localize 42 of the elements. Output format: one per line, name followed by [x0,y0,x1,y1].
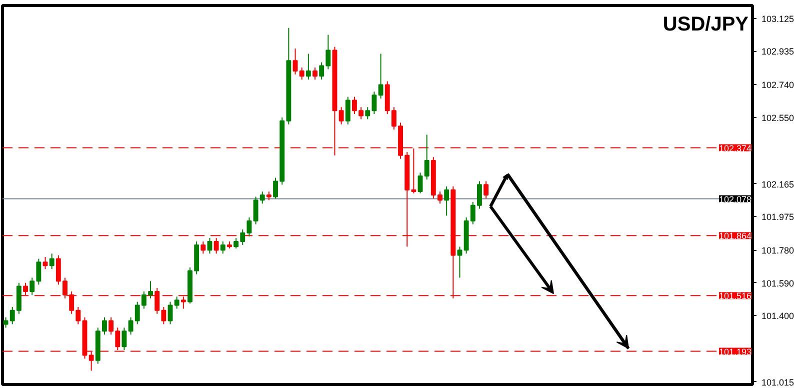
y-tick-label: 102.165 [762,179,794,190]
chart-title: USD/JPY [662,14,750,36]
candlestick [122,327,127,351]
y-tick-label: 103.125 [762,14,794,24]
ref-line-label: 102.374 [718,143,752,154]
y-tick-label: 102.550 [762,112,794,123]
candlestick [200,241,206,254]
candlestick [312,67,318,80]
candlestick [345,96,350,125]
ref-line-label: 101.516 [718,291,752,302]
y-tick-label: 101.400 [762,311,794,322]
candlestick [457,246,462,278]
candlestick [299,67,304,80]
candlestick [411,148,416,194]
candlestick [207,238,212,254]
y-tick-label: 101.015 [762,377,794,388]
candlestick [424,134,430,180]
candlestick [49,253,54,270]
ref-line-label: 102.078 [718,194,752,204]
y-tick-label: 101.975 [762,212,794,222]
candlestick [306,53,311,80]
candlestick [338,106,344,125]
candlestick [378,53,384,100]
ref-line-label: 101.864 [718,231,752,242]
candlestick [438,191,442,204]
candlestick [418,172,423,194]
candlestick [76,306,81,325]
y-tick-label: 102.740 [762,80,794,90]
candlestick [168,301,173,325]
candlestick [30,277,35,296]
ref-line-label: 101.193 [718,346,752,357]
candlestick [174,296,180,310]
candlestick [42,256,48,270]
candlestick [36,258,42,286]
candlestick [220,241,226,254]
candlestick [214,238,219,254]
y-tick-label: 102.935 [762,46,794,57]
candlestick [484,180,489,199]
candlestick [292,48,298,75]
y-tick-label: 101.590 [762,278,794,288]
y-tick-label: 101.780 [762,246,794,256]
candlestick [444,186,450,216]
